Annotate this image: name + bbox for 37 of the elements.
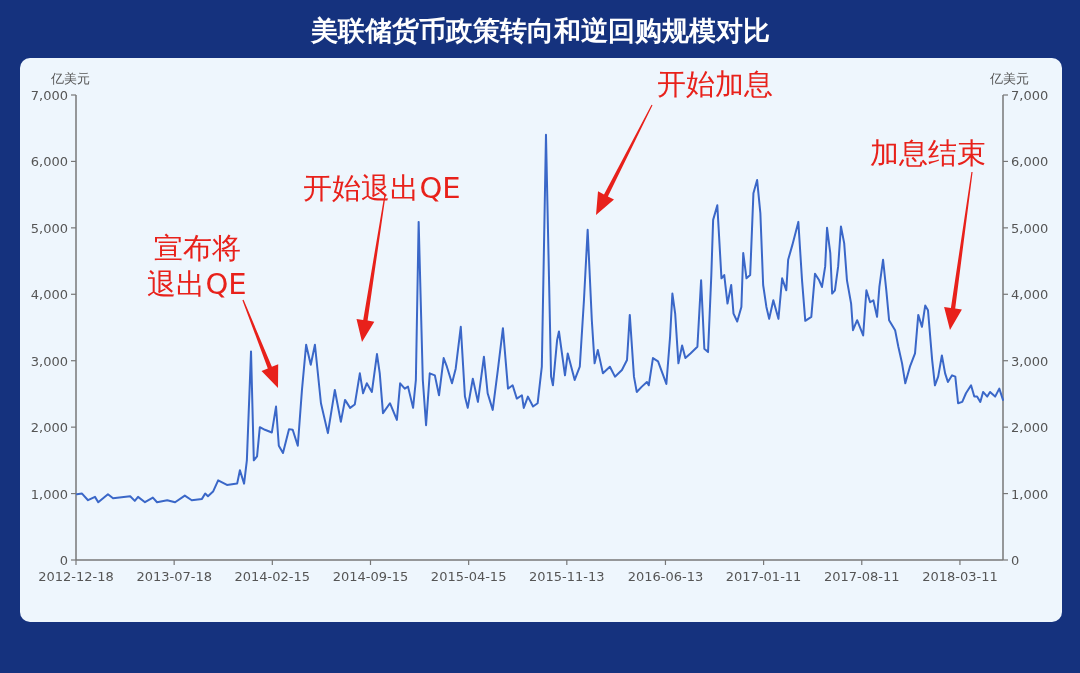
x-tick-label: 2018-03-11	[922, 569, 998, 584]
y2-tick-label: 1,000	[1011, 486, 1049, 502]
y-tick-label: 6,000	[30, 154, 68, 170]
x-tick-label: 2015-11-13	[529, 569, 605, 584]
x-tick-label: 2014-02-15	[234, 569, 311, 584]
annotation: 宣布将退出QE	[147, 231, 279, 388]
x-tick-label: 2017-01-11	[725, 569, 802, 584]
y2-tick-label: 6,000	[1011, 154, 1049, 170]
y-tick-label: 5,000	[30, 220, 68, 236]
y-axis-title: 亿美元	[49, 71, 90, 86]
y2-tick-label: 0	[1011, 553, 1020, 568]
annotation: 开始退出QE	[303, 171, 461, 205]
y2-tick-label: 2,000	[1011, 420, 1049, 436]
annotation: 开始加息	[657, 67, 773, 101]
y-tick-label: 3,000	[30, 353, 68, 369]
y2-tick-label: 4,000	[1011, 287, 1049, 303]
y-tick-label: 1,000	[30, 486, 68, 502]
x-tick-label: 2016-06-13	[627, 569, 704, 584]
y-tick-label: 0	[59, 553, 68, 568]
y2-axis-title: 亿美元	[988, 71, 1029, 86]
annotation: 开始加息	[596, 67, 773, 215]
y2-tick-label: 7,000	[1011, 88, 1049, 103]
y-tick-label: 7,000	[30, 88, 68, 103]
y2-tick-label: 5,000	[1011, 220, 1049, 236]
chart-title: 美联储货币政策转向和逆回购规模对比	[309, 15, 770, 46]
annotation: 加息结束	[870, 136, 986, 170]
x-tick-label: 2012-12-18	[38, 569, 114, 584]
y2-tick-label: 3,000	[1011, 353, 1049, 369]
y-tick-label: 4,000	[30, 287, 68, 303]
x-tick-label: 2015-04-15	[430, 569, 507, 584]
x-tick-label: 2013-07-18	[136, 569, 212, 584]
annotation: 加息结束	[870, 136, 986, 330]
x-tick-label: 2014-09-15	[332, 569, 409, 584]
y-tick-label: 2,000	[30, 420, 68, 436]
x-tick-label: 2017-08-11	[823, 569, 900, 584]
annotation: 宣布将退出QE	[147, 231, 247, 301]
annotation: 开始退出QE	[303, 171, 461, 342]
